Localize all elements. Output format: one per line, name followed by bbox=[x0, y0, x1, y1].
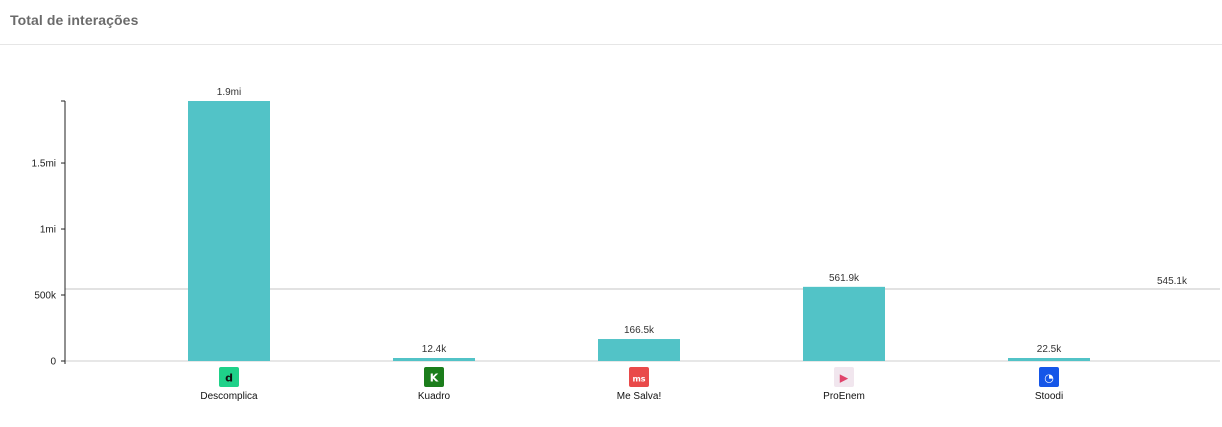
y-tick-label: 0 bbox=[50, 357, 56, 368]
bar-descomplica bbox=[188, 101, 270, 361]
reference-line-label: 545.1k bbox=[1157, 276, 1188, 287]
category-label: Descomplica bbox=[200, 391, 258, 402]
category-label: Kuadro bbox=[418, 391, 451, 402]
category-label: Me Salva! bbox=[617, 391, 661, 402]
y-tick-label: 500k bbox=[34, 291, 57, 302]
svg-text:▶: ▶ bbox=[840, 372, 849, 385]
svg-text:◔: ◔ bbox=[1044, 372, 1054, 385]
kuadro-logo-icon: K bbox=[424, 367, 444, 387]
proenem-logo-icon: ▶ bbox=[834, 367, 854, 387]
data-label: 12.4k bbox=[422, 344, 447, 355]
data-label: 22.5k bbox=[1037, 344, 1062, 355]
bar-stoodi bbox=[1008, 358, 1090, 361]
stoodi-logo-icon: ◔ bbox=[1039, 367, 1059, 387]
svg-text:d: d bbox=[225, 372, 233, 385]
chart-title: Total de interações bbox=[10, 12, 139, 28]
descomplica-logo-icon: d bbox=[219, 367, 239, 387]
data-label: 561.9k bbox=[829, 273, 860, 284]
category-label: ProEnem bbox=[823, 391, 865, 402]
me-salva-logo-icon: ms bbox=[629, 367, 649, 387]
data-label: 1.9mi bbox=[217, 87, 241, 98]
data-label: 166.5k bbox=[624, 325, 655, 336]
y-tick-label: 1mi bbox=[40, 225, 56, 236]
category-label: Stoodi bbox=[1035, 391, 1063, 402]
y-tick-label: 1.5mi bbox=[32, 159, 56, 170]
svg-text:K: K bbox=[430, 372, 439, 385]
bar-proenem bbox=[803, 286, 885, 361]
bar-kuadro bbox=[393, 358, 475, 361]
chart-header: Total de interações bbox=[0, 0, 1222, 45]
svg-text:ms: ms bbox=[632, 375, 645, 384]
bar-me-salva bbox=[598, 339, 680, 361]
